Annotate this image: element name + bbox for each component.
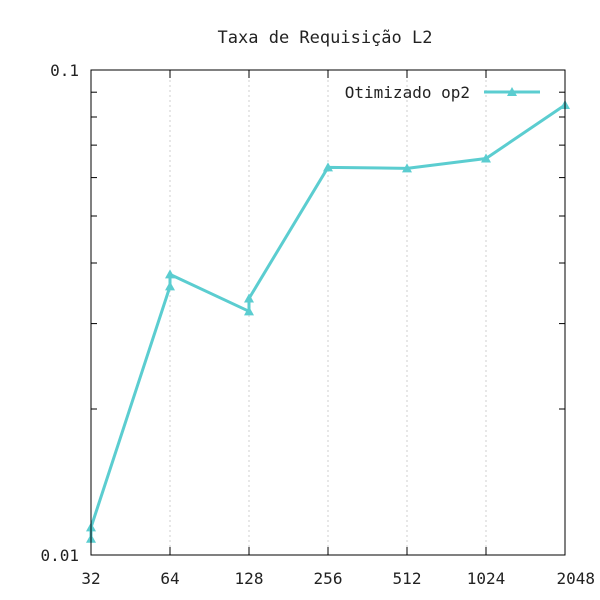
data-point	[244, 293, 254, 303]
legend-marker	[507, 87, 517, 96]
legend-label: Otimizado op2	[345, 83, 470, 102]
x-tick-label: 2048	[556, 569, 595, 588]
x-tick-label: 1024	[467, 569, 506, 588]
y-tick-label: 0.01	[40, 546, 79, 565]
y-tick-label: 0.1	[50, 61, 79, 80]
data-point	[165, 281, 175, 291]
series-line	[89, 103, 566, 539]
data-point	[323, 162, 333, 172]
plot-frame	[90, 69, 566, 556]
x-tick-label: 128	[235, 569, 264, 588]
data-point	[402, 163, 412, 173]
data-point	[244, 306, 254, 316]
data-point	[165, 269, 175, 279]
grid-lines	[169, 70, 487, 555]
y-axis-labels: 0.01 0.1	[40, 61, 79, 565]
chart-title: Taxa de Requisição L2	[218, 28, 433, 48]
data-point	[481, 153, 491, 163]
x-tick-label: 64	[160, 569, 179, 588]
legend: Otimizado op2	[345, 83, 540, 102]
x-tick-label: 256	[314, 569, 343, 588]
x-tick-label: 512	[393, 569, 422, 588]
x-tick-label: 32	[81, 569, 100, 588]
x-axis-labels: 32 64 128 256 512 1024 2048	[81, 569, 595, 588]
